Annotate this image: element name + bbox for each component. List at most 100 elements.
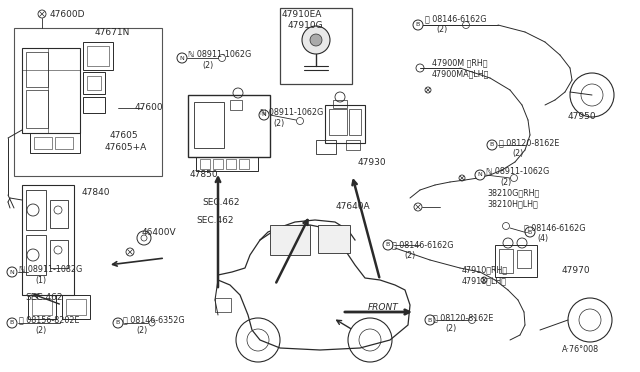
Text: 47600: 47600: [135, 103, 164, 112]
Bar: [87, 76, 101, 90]
Text: ℕ 08911-1062G: ℕ 08911-1062G: [486, 167, 549, 176]
Bar: [346, 140, 360, 150]
Text: SEC.462: SEC.462: [25, 293, 63, 302]
Text: B: B: [10, 321, 14, 326]
Text: B: B: [490, 142, 494, 148]
Bar: [34, 137, 52, 149]
Text: 47970: 47970: [562, 266, 591, 275]
Text: ℕ 08911-1082G: ℕ 08911-1082G: [19, 265, 83, 274]
Bar: [22, 185, 74, 295]
Text: (2): (2): [500, 178, 511, 187]
Text: 47605: 47605: [110, 131, 139, 140]
Bar: [26, 235, 46, 275]
Circle shape: [310, 34, 322, 46]
Text: Ⓑ 08120-8162E: Ⓑ 08120-8162E: [433, 313, 493, 322]
Text: ℕ 08911-1062G: ℕ 08911-1062G: [188, 50, 252, 59]
Text: N: N: [180, 55, 184, 61]
Text: 47910G: 47910G: [288, 21, 324, 30]
Bar: [194, 102, 224, 148]
Circle shape: [7, 267, 17, 277]
Text: N: N: [262, 112, 266, 118]
Text: 47930: 47930: [358, 158, 387, 167]
Text: 47671N: 47671N: [95, 28, 131, 37]
Text: 47640A: 47640A: [336, 202, 371, 211]
Text: B: B: [428, 317, 432, 323]
Text: (2): (2): [445, 324, 456, 333]
Bar: [83, 72, 105, 94]
Text: N: N: [10, 269, 14, 275]
Text: (1): (1): [35, 276, 46, 285]
Text: (2): (2): [512, 149, 524, 158]
Text: Ⓑ 08146-6352G: Ⓑ 08146-6352G: [123, 315, 184, 324]
Text: 47600D: 47600D: [50, 10, 86, 19]
Text: 46400V: 46400V: [142, 228, 177, 237]
Bar: [26, 90, 48, 128]
Bar: [239, 159, 249, 169]
Text: 47900MA（LH）: 47900MA（LH）: [432, 69, 490, 78]
Text: SEC.462: SEC.462: [196, 216, 234, 225]
Text: B: B: [528, 230, 532, 234]
Bar: [32, 299, 52, 315]
Bar: [495, 245, 537, 277]
Text: (2): (2): [35, 326, 46, 335]
Bar: [62, 295, 90, 319]
Text: (4): (4): [537, 234, 548, 243]
Bar: [22, 48, 80, 133]
Text: Ⓑ 08146-6162G: Ⓑ 08146-6162G: [425, 14, 486, 23]
Bar: [196, 157, 258, 171]
Bar: [50, 200, 68, 228]
Bar: [333, 100, 347, 108]
Bar: [230, 100, 242, 110]
Text: B: B: [416, 22, 420, 28]
Text: 47911（LH）: 47911（LH）: [462, 276, 507, 285]
Bar: [318, 225, 350, 253]
Bar: [215, 298, 231, 312]
Bar: [26, 190, 46, 230]
Bar: [316, 140, 336, 154]
Bar: [213, 159, 223, 169]
Bar: [28, 295, 56, 319]
Text: 47900M （RH）: 47900M （RH）: [432, 58, 488, 67]
Bar: [14, 28, 162, 176]
Text: 47950: 47950: [568, 112, 596, 121]
Text: 38210G（RH）: 38210G（RH）: [487, 188, 540, 197]
Text: Ⓑ 08120-8162E: Ⓑ 08120-8162E: [499, 138, 559, 147]
Text: 47840: 47840: [82, 188, 111, 197]
Bar: [200, 159, 210, 169]
Bar: [55, 137, 73, 149]
Circle shape: [383, 240, 393, 250]
Bar: [188, 95, 270, 157]
Circle shape: [413, 20, 423, 30]
Text: (2): (2): [273, 119, 284, 128]
Text: B: B: [386, 243, 390, 247]
Text: (2): (2): [202, 61, 213, 70]
Text: 38210H（LH）: 38210H（LH）: [487, 199, 538, 208]
Text: Ⓑ 08156-8202E: Ⓑ 08156-8202E: [19, 315, 79, 324]
Text: ℕ 08911-1062G: ℕ 08911-1062G: [260, 108, 323, 117]
Bar: [226, 159, 236, 169]
Circle shape: [525, 227, 535, 237]
Bar: [83, 42, 113, 70]
Circle shape: [177, 53, 187, 63]
Text: A·76°008: A·76°008: [562, 345, 599, 354]
Text: SEC.462: SEC.462: [202, 198, 239, 207]
Circle shape: [7, 318, 17, 328]
Bar: [26, 52, 48, 87]
Text: 47605+A: 47605+A: [105, 143, 147, 152]
Bar: [50, 240, 68, 268]
Bar: [325, 105, 365, 143]
Circle shape: [425, 315, 435, 325]
Circle shape: [487, 140, 497, 150]
Bar: [349, 109, 361, 135]
Text: 47910EA: 47910EA: [282, 10, 323, 19]
Text: 47850: 47850: [190, 170, 219, 179]
Bar: [30, 133, 80, 153]
Bar: [499, 249, 513, 273]
Circle shape: [475, 170, 485, 180]
Bar: [280, 8, 352, 84]
Bar: [87, 46, 109, 66]
Text: B: B: [116, 321, 120, 326]
Bar: [66, 299, 86, 315]
Bar: [517, 250, 531, 268]
Bar: [83, 97, 105, 113]
